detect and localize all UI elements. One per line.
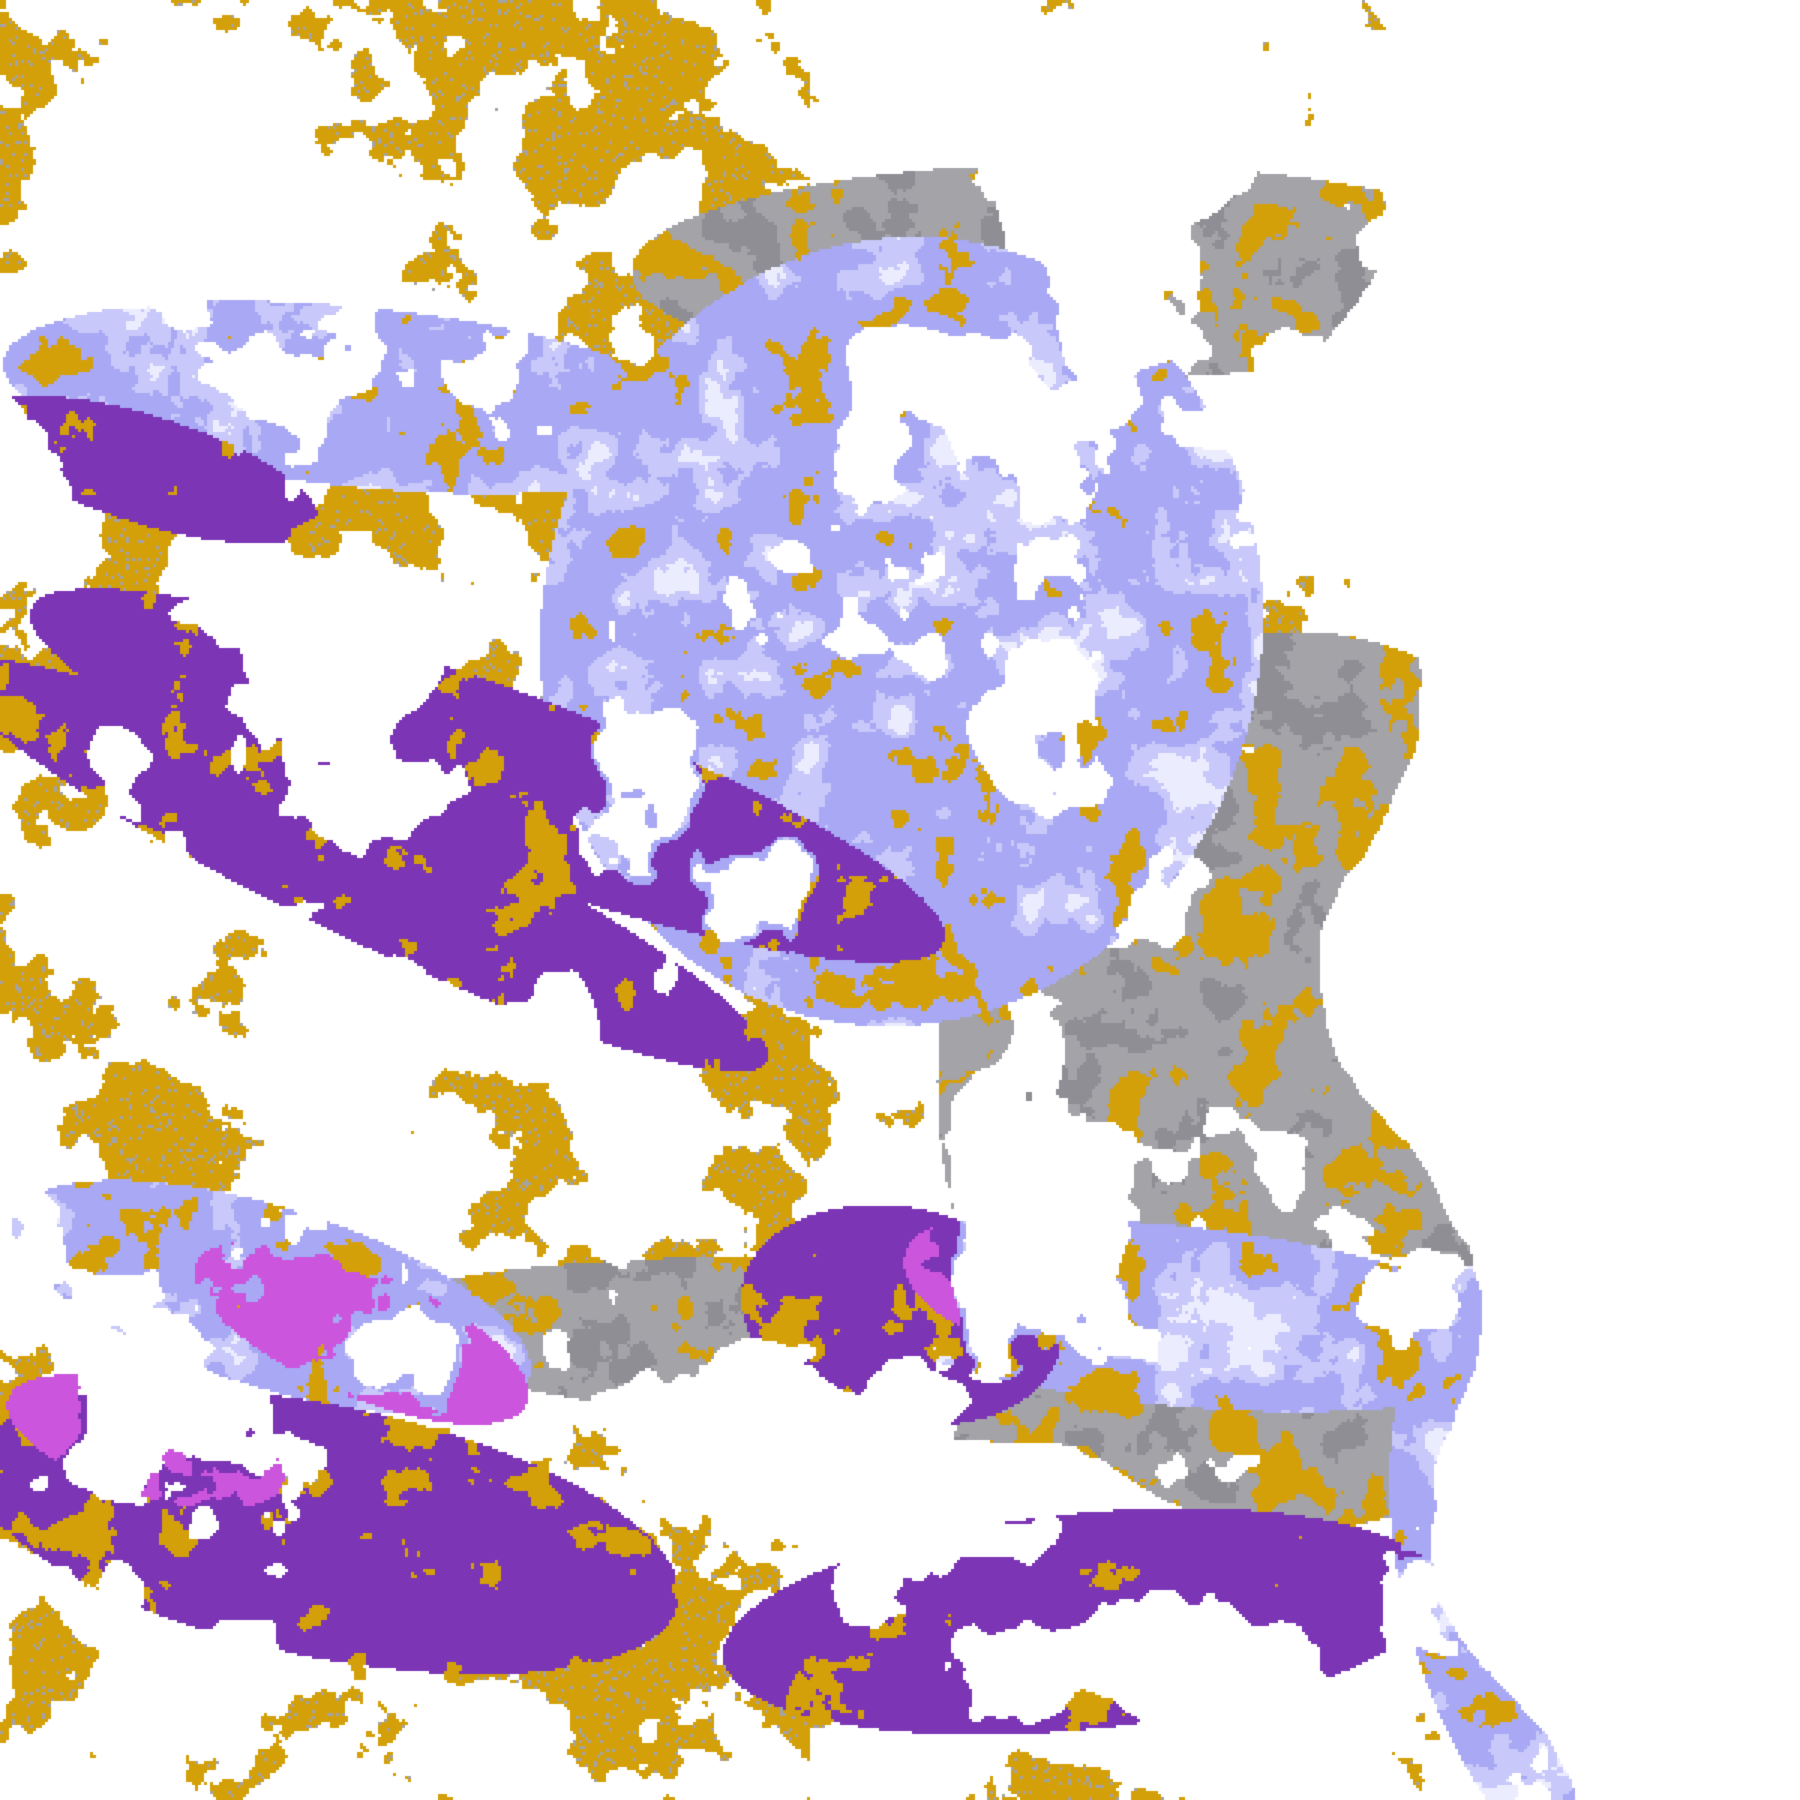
cloud-classification-raster	[0, 0, 1800, 1800]
satellite-classification-image	[0, 0, 1800, 1800]
